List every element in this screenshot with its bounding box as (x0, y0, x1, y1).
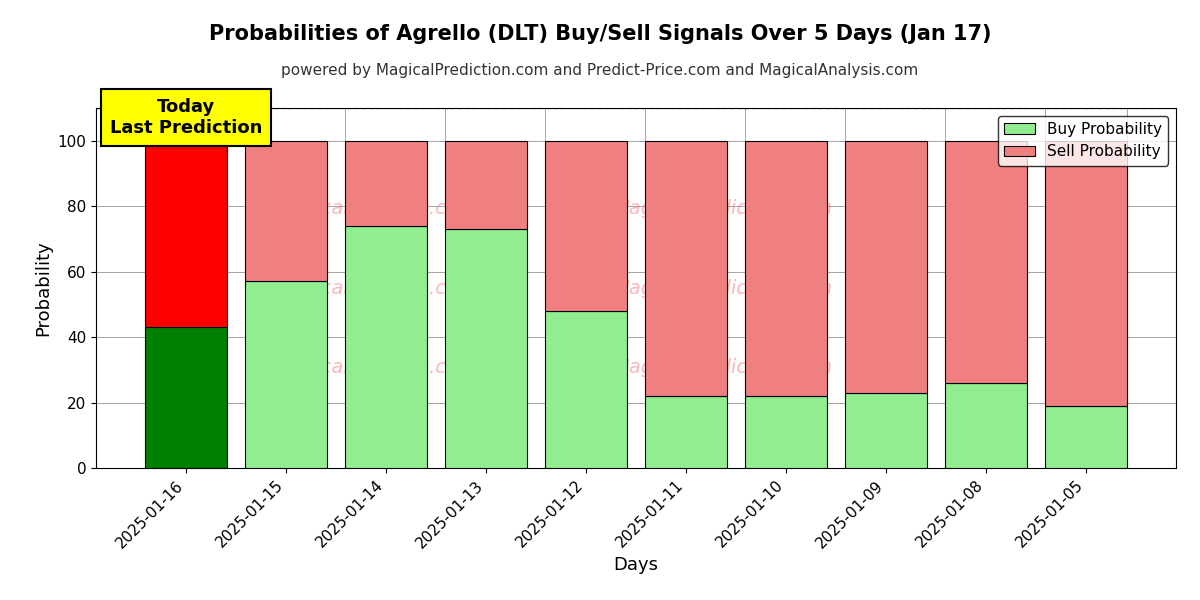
Bar (445, 141, 527, 229)
Text: powered by MagicalPrediction.com and Predict-Price.com and MagicalAnalysis.com: powered by MagicalPrediction.com and Pre… (281, 63, 919, 78)
Bar (545, 141, 628, 311)
Bar (245, 281, 328, 468)
Bar (545, 311, 628, 468)
Text: MagicalAnalysis.co: MagicalAnalysis.co (274, 199, 458, 218)
Bar (944, 383, 1027, 468)
Text: MagicalPrediction.com: MagicalPrediction.com (612, 358, 833, 377)
Text: MagicalAnalysis.co: MagicalAnalysis.co (274, 278, 458, 298)
Text: Today
Last Prediction: Today Last Prediction (110, 98, 263, 137)
X-axis label: Days: Days (613, 556, 659, 574)
Y-axis label: Probability: Probability (34, 240, 52, 336)
Bar (445, 229, 527, 468)
Bar (944, 141, 1027, 383)
Bar (145, 327, 227, 468)
Text: MagicalAnalysis.co: MagicalAnalysis.co (274, 358, 458, 377)
Bar (745, 396, 827, 468)
Bar (1045, 406, 1127, 468)
Bar (145, 141, 227, 327)
Text: Probabilities of Agrello (DLT) Buy/Sell Signals Over 5 Days (Jan 17): Probabilities of Agrello (DLT) Buy/Sell … (209, 24, 991, 44)
Bar (346, 226, 427, 468)
Bar (1045, 141, 1127, 406)
Bar (845, 141, 926, 393)
Bar (644, 141, 727, 396)
Bar (644, 396, 727, 468)
Legend: Buy Probability, Sell Probability: Buy Probability, Sell Probability (998, 116, 1169, 166)
Bar (845, 393, 926, 468)
Bar (745, 141, 827, 396)
Text: MagicalPrediction.com: MagicalPrediction.com (612, 199, 833, 218)
Bar (245, 141, 328, 281)
Bar (346, 141, 427, 226)
Text: MagicalPrediction.com: MagicalPrediction.com (612, 278, 833, 298)
